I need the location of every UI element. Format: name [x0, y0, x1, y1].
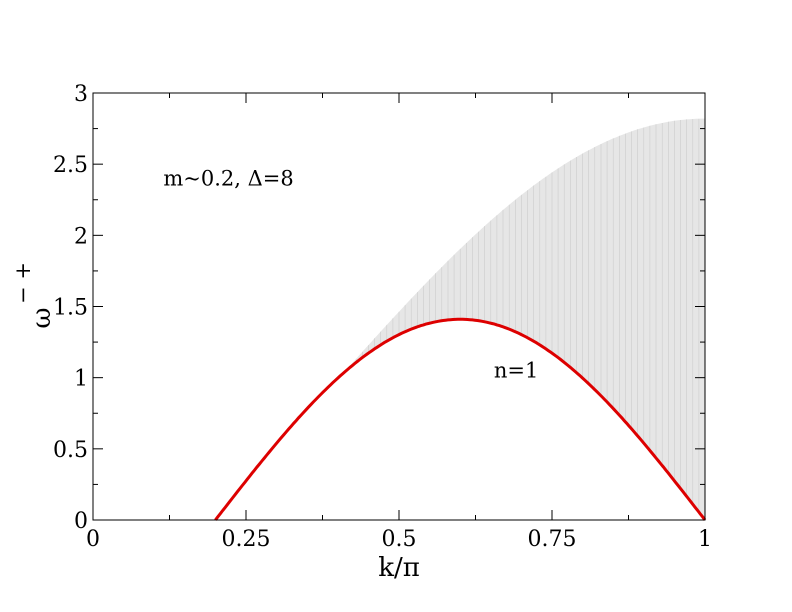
y-axis-label-group: ω − + — [11, 262, 57, 329]
series-layer — [214, 317, 707, 521]
series-line-0 — [214, 317, 707, 521]
y-tick-label: 2.5 — [53, 153, 88, 178]
x-tick-label: 0.25 — [222, 527, 271, 552]
y-tick-label: 1 — [74, 367, 88, 392]
x-tick-label: 0.5 — [382, 527, 417, 552]
annotation-n1: n=1 — [494, 359, 538, 383]
y-tick-label: 1.5 — [53, 296, 88, 321]
x-tick-label: 0.75 — [528, 527, 577, 552]
ticks-layer: 0 0.25 0.5 0.75 1 0 0.5 1 1.5 2 2.5 3 — [53, 82, 712, 552]
y-tick-label: 0 — [74, 509, 88, 534]
y-tick-label: 2 — [74, 224, 88, 249]
y-axis-label: ω — [27, 307, 57, 328]
annotation-parameters: m~0.2, Δ=8 — [163, 167, 293, 191]
x-tick-label: 0 — [86, 527, 100, 552]
y-tick-label: 0.5 — [53, 438, 88, 463]
continuum-band — [337, 118, 706, 520]
y-tick-label: 3 — [74, 82, 88, 107]
x-axis-label: k/π — [378, 553, 420, 583]
y-axis-label-superscript: − + — [11, 262, 35, 304]
x-tick-label: 1 — [698, 527, 712, 552]
